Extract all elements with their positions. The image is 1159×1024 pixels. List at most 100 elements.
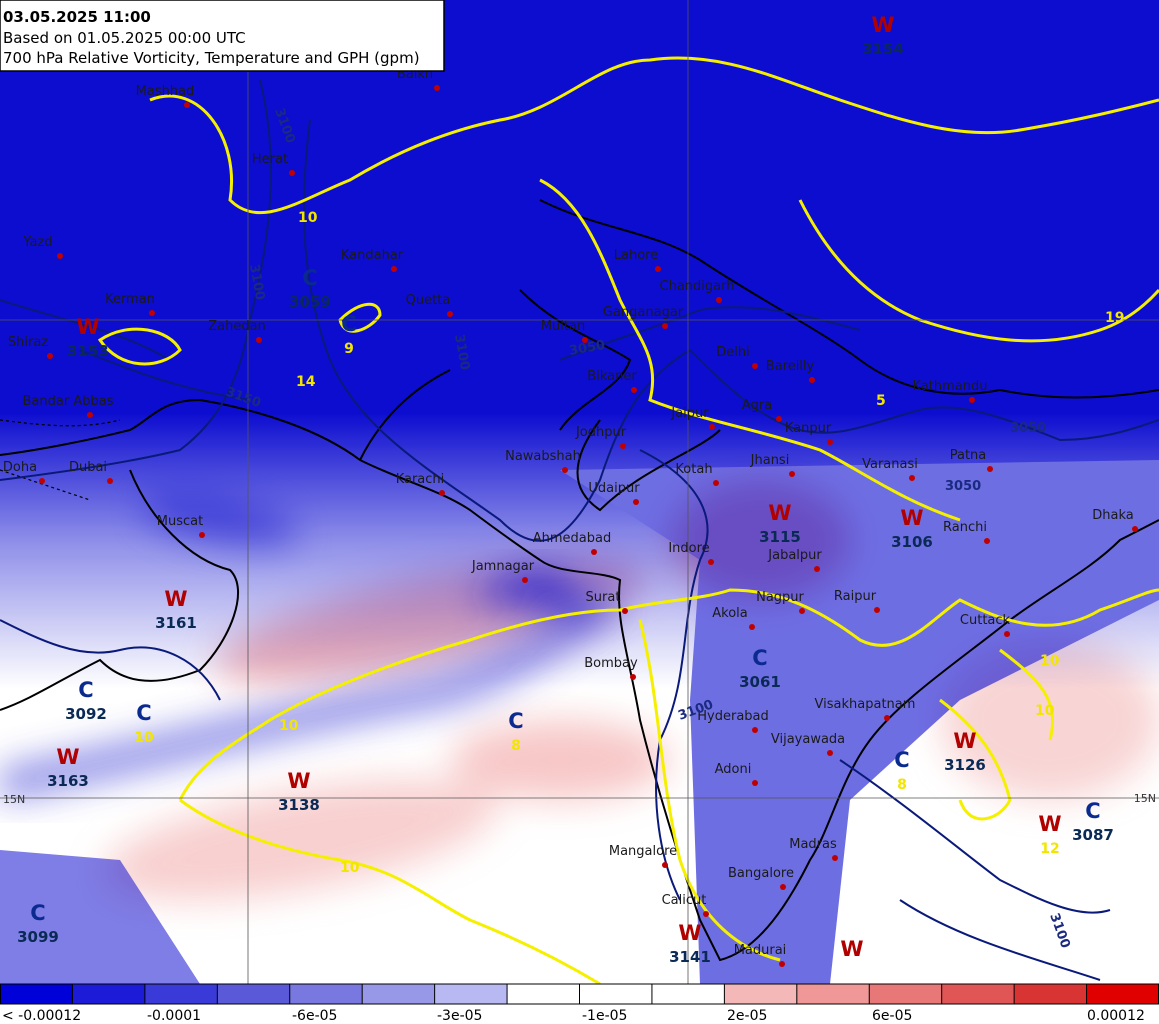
system-temperature: 12 [1040, 841, 1059, 857]
city-dot [631, 387, 637, 393]
city-dot [703, 911, 709, 917]
city-dot [582, 337, 588, 343]
city-dot [184, 102, 190, 108]
city-dot [289, 170, 295, 176]
temperature-contour-label: 14 [296, 374, 316, 390]
colorbar-label: 0.00012 [1087, 1008, 1145, 1024]
system-letter: C [752, 646, 767, 670]
system-letter: W [768, 501, 791, 525]
city-dot [591, 549, 597, 555]
system-gph: 3061 [739, 673, 781, 691]
gph-contour-label: 3050 [568, 338, 606, 359]
city-dot [809, 377, 815, 383]
system-gph: 3138 [278, 796, 320, 814]
temperature-contour-label: 5 [876, 393, 886, 409]
base-time: Based on 01.05.2025 00:00 UTC [3, 29, 246, 47]
colorbar-label: 6e-05 [872, 1008, 912, 1024]
system-gph: 3153 [67, 342, 109, 360]
temperature-contour-label: 10 [279, 718, 299, 734]
colorbar-label: -6e-05 [292, 1008, 337, 1024]
gph-contour-label: 3050 [1010, 421, 1046, 436]
temperature-contours [97, 56, 1159, 984]
system-letter: W [76, 315, 99, 339]
city-dot [909, 475, 915, 481]
city-label: Mashhad [136, 84, 195, 99]
temperature-contour-label: 10 [340, 860, 360, 876]
colorbar-label: < -0.00012 [2, 1008, 81, 1024]
map-title: 700 hPa Relative Vorticity, Temperature … [3, 49, 420, 67]
system-temperature: 10 [134, 730, 154, 746]
city-label: Lahore [614, 248, 658, 263]
system-gph: 3092 [65, 705, 107, 723]
colorbar-segment [579, 984, 653, 1004]
city-label: Bareilly [766, 359, 815, 374]
latitude-label: 15N [1134, 792, 1156, 805]
system-gph: 3141 [669, 948, 711, 966]
city-label: Bikaner [587, 369, 637, 384]
colorbar-segment [1014, 984, 1088, 1004]
system-letter: W [1038, 812, 1061, 836]
gph-contour-label: 3050 [945, 479, 981, 494]
temperature-contour-label: 10 [298, 210, 318, 226]
city-label: Karachi [396, 472, 445, 487]
city-dot [987, 466, 993, 472]
system-gph: 3161 [155, 614, 197, 632]
city-label: Bangalore [728, 866, 794, 881]
system-letter: W [164, 587, 187, 611]
city-label: Agra [742, 398, 772, 413]
colorbar-segment [72, 984, 146, 1004]
city-dot [562, 467, 568, 473]
city-dot [655, 266, 661, 272]
city-dot [662, 323, 668, 329]
city-dot [779, 961, 785, 967]
city-dot [434, 85, 440, 91]
city-dot [749, 624, 755, 630]
colorbar-segment [0, 984, 73, 1004]
temperature-contour-label: 10 [1040, 653, 1060, 669]
city-label: Raipur [834, 589, 877, 604]
colorbar-segment [869, 984, 943, 1004]
city-dot [630, 674, 636, 680]
gph-contour-label: 3100 [451, 333, 472, 371]
city-label: Kerman [105, 292, 155, 307]
city-dot [832, 855, 838, 861]
city-label: Bandar Abbas [23, 394, 114, 409]
system-letter: W [953, 729, 976, 753]
city-dot [622, 608, 628, 614]
city-dot [633, 499, 639, 505]
city-dot [522, 577, 528, 583]
city-label: Jamnagar [471, 559, 535, 574]
city-dot [827, 750, 833, 756]
city-label: Mangalore [609, 844, 677, 859]
city-label: Multan [541, 319, 585, 334]
city-dot [884, 715, 890, 721]
system-letter: C [508, 709, 523, 733]
system-letter: C [1085, 799, 1100, 823]
system-letter: W [678, 921, 701, 945]
system-letter: C [30, 901, 45, 925]
colorbar-segment [796, 984, 870, 1004]
city-dot [1004, 631, 1010, 637]
system-letter: W [840, 937, 863, 961]
system-letter: W [287, 769, 310, 793]
city-label: Bombay [584, 656, 638, 671]
city-label: Delhi [716, 345, 749, 360]
colorbar-label: -0.0001 [147, 1008, 201, 1024]
city-label: Zahedan [208, 319, 266, 334]
system-gph: 3154 [862, 40, 904, 58]
system-gph: 3099 [17, 928, 59, 946]
colorbar-label: -1e-05 [582, 1008, 627, 1024]
city-dot [799, 608, 805, 614]
city-dot [57, 253, 63, 259]
system-gph: 3059 [289, 293, 331, 311]
city-label: Ranchi [943, 520, 987, 535]
city-dot [87, 412, 93, 418]
city-dot [256, 337, 262, 343]
system-letter: W [56, 745, 79, 769]
city-label: Yazd [22, 235, 52, 250]
city-label: Madurai [734, 943, 787, 958]
city-label: Indore [668, 541, 709, 556]
city-label: Shiraz [8, 335, 48, 350]
vorticity-field: BalkhMashhadHeratKandaharQuettaZahedanKe… [0, 0, 1159, 984]
